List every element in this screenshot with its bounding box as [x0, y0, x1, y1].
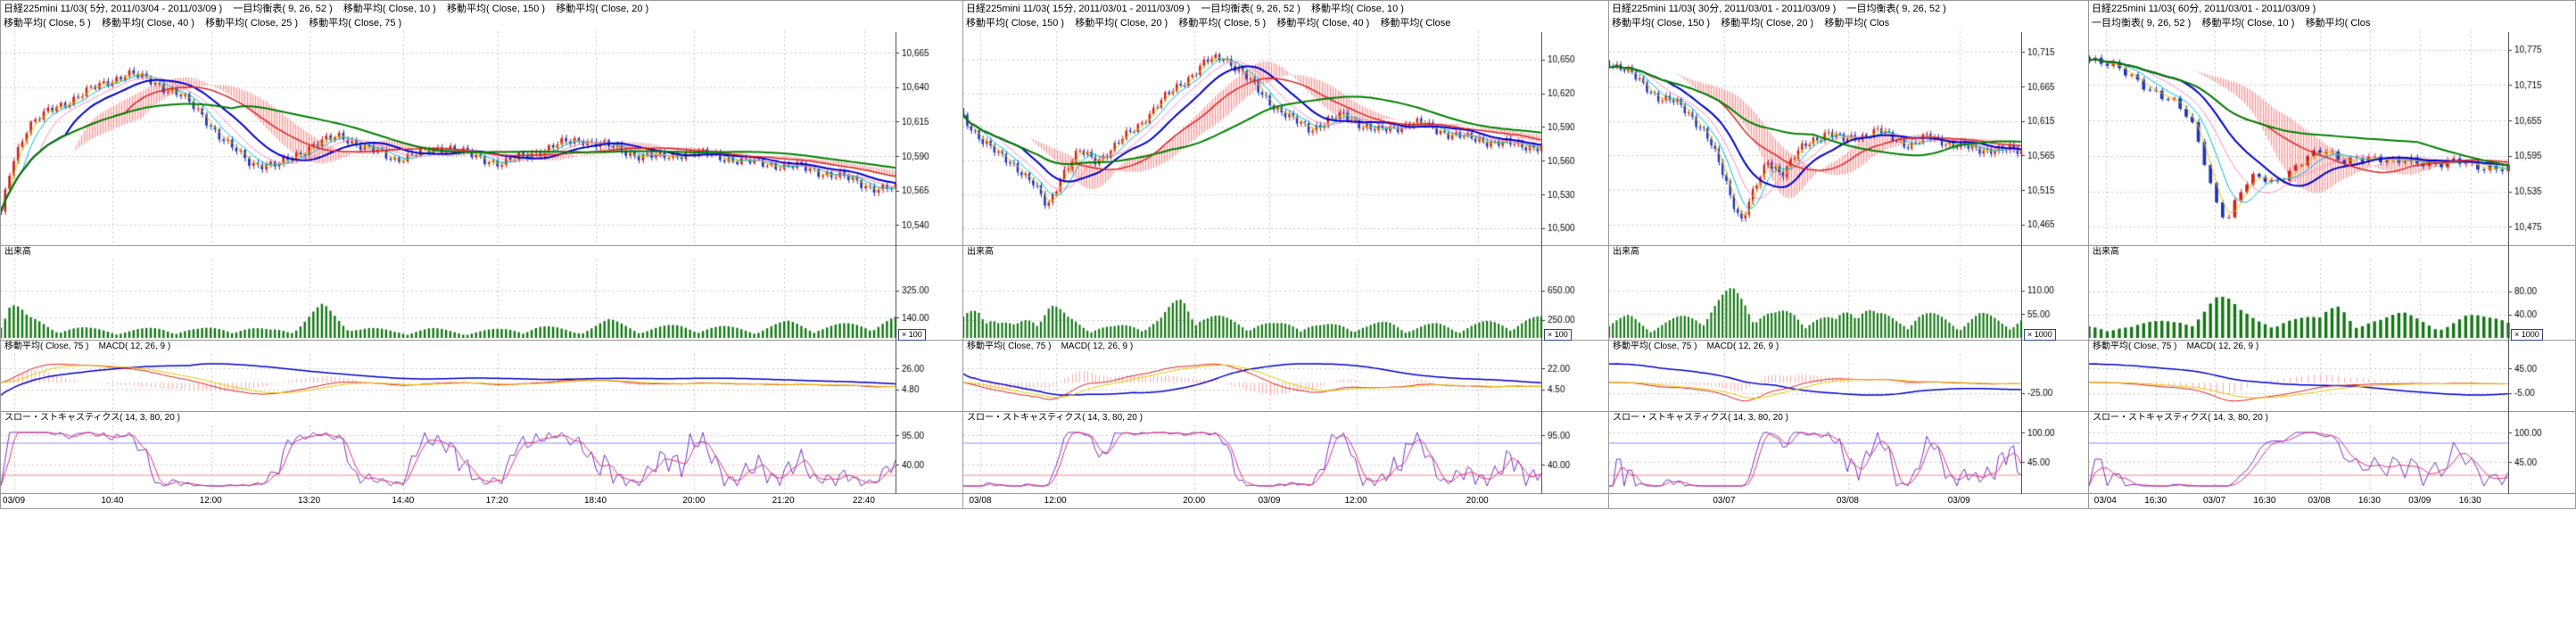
chart-panel-30min: 日経225mini 11/03( 30分, 2011/03/01 - 2011/…	[1609, 0, 2089, 509]
volume-section-label: 出来高	[2089, 245, 2575, 259]
multiplier-badge: × 100	[1544, 329, 1572, 341]
indicator-legend: 移動平均( Close, 150 ) 移動平均( Close, 20 ) 移動平…	[1612, 16, 2085, 30]
macd-section-label: 移動平均( Close, 75 ) MACD( 12, 26, 9 )	[2089, 340, 2575, 354]
x-axis-label: 20:00	[682, 496, 705, 506]
stoch-chart-canvas[interactable]	[1, 425, 962, 493]
chart-panel-60min: 日経225mini 11/03( 60分, 2011/03/01 - 2011/…	[2089, 0, 2576, 509]
multiplier-badge: × 100	[898, 329, 926, 341]
stoch-section-label: スロー・ストキャスティクス( 14, 3, 80, 20 )	[2089, 411, 2575, 425]
axis-separator	[2021, 32, 2022, 494]
macd-chart-canvas[interactable]	[1, 354, 962, 411]
x-axis-label: 16:30	[2358, 496, 2381, 506]
chart-title: 日経225mini 11/03( 15分, 2011/03/01 - 2011/…	[966, 2, 1606, 16]
x-axis-label: 16:30	[2459, 496, 2481, 506]
stoch-section-label: スロー・ストキャスティクス( 14, 3, 80, 20 )	[1, 411, 962, 425]
x-axis-label: 12:00	[1345, 496, 1367, 506]
x-axis: 03/09 10:40 12:00 13:20 14:40 17:20 18:40 20:00…	[1, 493, 962, 508]
chart-header: 日経225mini 11/03( 5分, 2011/03/04 - 2011/0…	[1, 1, 962, 31]
chart-title: 日経225mini 11/03( 30分, 2011/03/01 - 2011/…	[1612, 2, 2085, 16]
chart-panel-5min: 日経225mini 11/03( 5分, 2011/03/04 - 2011/0…	[0, 0, 963, 509]
price-chart-canvas[interactable]	[963, 31, 1608, 245]
stoch-chart-canvas[interactable]	[1609, 425, 2088, 493]
chart-workspace: 日経225mini 11/03( 5分, 2011/03/04 - 2011/0…	[0, 0, 2576, 509]
x-axis-label: 20:00	[1466, 496, 1489, 506]
macd-chart-canvas[interactable]	[1609, 354, 2088, 411]
x-axis-label: 03/09	[1948, 496, 1970, 506]
price-chart-canvas[interactable]	[2089, 31, 2575, 245]
stoch-chart-canvas[interactable]	[2089, 425, 2575, 493]
x-axis-label: 03/09	[2408, 496, 2431, 506]
price-chart-canvas[interactable]	[1609, 31, 2088, 245]
stoch-chart-canvas[interactable]	[963, 425, 1608, 493]
x-axis-label: 12:00	[1044, 496, 1067, 506]
x-axis-label: 10:40	[101, 496, 123, 506]
volume-section-label: 出来高	[1609, 245, 2088, 259]
macd-section-label: 移動平均( Close, 75 ) MACD( 12, 26, 9 )	[963, 340, 1608, 354]
x-axis: 03/08 12:00 20:00 03/09 12:00 20:00	[963, 493, 1608, 508]
x-axis-label: 17:20	[486, 496, 508, 506]
chart-header: 日経225mini 11/03( 15分, 2011/03/01 - 2011/…	[963, 1, 1608, 31]
stoch-section-label: スロー・ストキャスティクス( 14, 3, 80, 20 )	[963, 411, 1608, 425]
volume-chart-canvas[interactable]	[1609, 259, 2088, 340]
macd-chart-canvas[interactable]	[963, 354, 1608, 411]
x-axis-label: 03/08	[969, 496, 991, 506]
x-axis-label: 21:20	[772, 496, 795, 506]
multiplier-badge: × 1000	[2024, 329, 2056, 341]
x-axis: 03/07 03/08 03/09	[1609, 493, 2088, 508]
volume-chart-canvas[interactable]	[2089, 259, 2575, 340]
multiplier-badge: × 1000	[2511, 329, 2543, 341]
x-axis-label: 03/09	[3, 496, 25, 506]
x-axis-label: 20:00	[1183, 496, 1205, 506]
x-axis-label: 22:40	[853, 496, 875, 506]
macd-section-label: 移動平均( Close, 75 ) MACD( 12, 26, 9 )	[1, 340, 962, 354]
chart-title: 日経225mini 11/03( 60分, 2011/03/01 - 2011/…	[2092, 2, 2572, 16]
x-axis-label: 03/08	[1837, 496, 1859, 506]
x-axis-label: 16:30	[2253, 496, 2275, 506]
chart-header: 日経225mini 11/03( 60分, 2011/03/01 - 2011/…	[2089, 1, 2575, 31]
x-axis-label: 03/07	[1713, 496, 1735, 506]
x-axis-label: 03/08	[2308, 496, 2331, 506]
x-axis-label: 12:00	[200, 496, 222, 506]
x-axis-label: 14:40	[392, 496, 414, 506]
x-axis-label: 03/09	[1258, 496, 1280, 506]
stoch-section-label: スロー・ストキャスティクス( 14, 3, 80, 20 )	[1609, 411, 2088, 425]
indicator-legend: 移動平均( Close, 150 ) 移動平均( Close, 20 ) 移動平…	[966, 16, 1606, 30]
chart-title: 日経225mini 11/03( 5分, 2011/03/04 - 2011/0…	[4, 2, 960, 16]
chart-header: 日経225mini 11/03( 30分, 2011/03/01 - 2011/…	[1609, 1, 2088, 31]
x-axis: 03/04 16:30 03/07 16:30 03/08 16:30 03/09 16:30	[2089, 493, 2575, 508]
chart-panel-15min: 日経225mini 11/03( 15分, 2011/03/01 - 2011/…	[963, 0, 1609, 509]
axis-separator	[1541, 32, 1542, 494]
x-axis-label: 03/04	[2094, 496, 2117, 506]
price-chart-canvas[interactable]	[1, 31, 962, 245]
volume-section-label: 出来高	[963, 245, 1608, 259]
x-axis-label: 18:40	[584, 496, 607, 506]
macd-chart-canvas[interactable]	[2089, 354, 2575, 411]
x-axis-label: 16:30	[2144, 496, 2167, 506]
axis-separator	[2508, 32, 2509, 494]
indicator-legend: 移動平均( Close, 5 ) 移動平均( Close, 40 ) 移動平均(…	[4, 16, 960, 30]
macd-section-label: 移動平均( Close, 75 ) MACD( 12, 26, 9 )	[1609, 340, 2088, 354]
indicator-legend: 一目均衡表( 9, 26, 52 ) 移動平均( Close, 10 ) 移動平…	[2092, 16, 2572, 30]
volume-section-label: 出来高	[1, 245, 962, 259]
volume-chart-canvas[interactable]	[1, 259, 962, 340]
x-axis-label: 13:20	[298, 496, 320, 506]
x-axis-label: 03/07	[2203, 496, 2225, 506]
volume-chart-canvas[interactable]	[963, 259, 1608, 340]
